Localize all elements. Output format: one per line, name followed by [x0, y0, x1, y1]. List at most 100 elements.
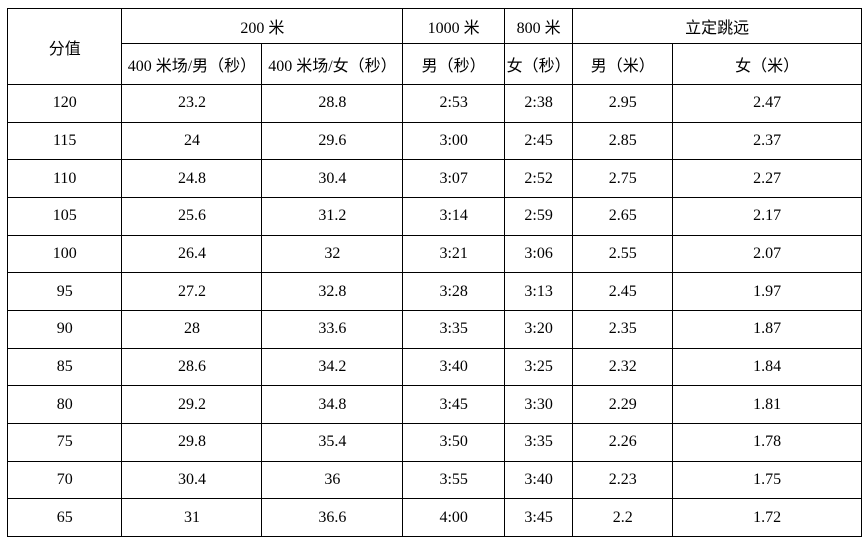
cell-200m-male: 26.4 [121, 234, 263, 274]
cell-200m-female: 32.8 [261, 272, 404, 311]
cell-200m-female: 33.6 [261, 309, 404, 349]
cell-jump-female: 2.47 [672, 84, 862, 123]
table-row: 70 30.4 36 3:55 3:40 2.23 1.75 [6, 460, 862, 500]
header-standing-jump: 立定跳远 [572, 8, 862, 44]
cell-jump-male: 2.32 [572, 347, 674, 387]
cell-1000m-male: 3:28 [402, 272, 505, 311]
cell-1000m-male: 3:50 [402, 422, 505, 462]
cell-1000m-male: 3:55 [402, 460, 505, 500]
cell-score: 110 [6, 159, 123, 198]
cell-1000m-male: 3:40 [402, 347, 505, 387]
cell-200m-female: 36.6 [261, 498, 404, 537]
table-row: 100 26.4 32 3:21 3:06 2.55 2.07 [6, 234, 862, 274]
table-row: 85 28.6 34.2 3:40 3:25 2.32 1.84 [6, 347, 862, 387]
cell-800m-female: 3:13 [503, 272, 574, 311]
cell-200m-male: 23.2 [121, 84, 263, 123]
cell-score: 80 [6, 385, 123, 424]
table-row: 75 29.8 35.4 3:50 3:35 2.26 1.78 [6, 422, 862, 462]
cell-200m-female: 28.8 [261, 84, 404, 123]
cell-jump-male: 2.95 [572, 84, 674, 123]
subheader-jump-male: 男（米） [572, 43, 674, 85]
table-row: 80 29.2 34.8 3:45 3:30 2.29 1.81 [6, 385, 862, 424]
cell-200m-male: 25.6 [121, 196, 263, 236]
cell-score: 85 [6, 347, 123, 387]
table-row: 110 24.8 30.4 3:07 2:52 2.75 2.27 [6, 159, 862, 198]
cell-1000m-male: 3:21 [402, 234, 505, 274]
cell-200m-male: 29.8 [121, 422, 263, 462]
cell-score: 105 [6, 196, 123, 236]
cell-score: 70 [6, 460, 123, 500]
cell-200m-male: 31 [121, 498, 263, 537]
cell-200m-female: 34.8 [261, 385, 404, 424]
cell-jump-male: 2.29 [572, 385, 674, 424]
cell-800m-female: 3:25 [503, 347, 574, 387]
table-row: 120 23.2 28.8 2:53 2:38 2.95 2.47 [6, 84, 862, 123]
cell-jump-female: 1.72 [672, 498, 862, 537]
cell-jump-female: 1.81 [672, 385, 862, 424]
cell-score: 120 [6, 84, 123, 123]
cell-jump-female: 1.87 [672, 309, 862, 349]
cell-score: 65 [6, 498, 123, 537]
cell-800m-female: 2:45 [503, 121, 574, 161]
table-row: 90 28 33.6 3:35 3:20 2.35 1.87 [6, 309, 862, 349]
cell-jump-female: 1.97 [672, 272, 862, 311]
cell-1000m-male: 3:07 [402, 159, 505, 198]
table-row: 95 27.2 32.8 3:28 3:13 2.45 1.97 [6, 272, 862, 311]
cell-jump-female: 2.27 [672, 159, 862, 198]
cell-jump-male: 2.2 [572, 498, 674, 537]
cell-200m-male: 28 [121, 309, 263, 349]
header-score: 分值 [6, 8, 123, 85]
subheader-1000m-male: 男（秒） [402, 43, 505, 85]
header-group-row: 分值 200 米 1000 米 800 米 立定跳远 [6, 8, 862, 85]
cell-800m-female: 2:52 [503, 159, 574, 198]
table-row: 115 24 29.6 3:00 2:45 2.85 2.37 [6, 121, 862, 161]
cell-200m-female: 32 [261, 234, 404, 274]
cell-800m-female: 3:40 [503, 460, 574, 500]
cell-1000m-male: 4:00 [402, 498, 505, 537]
cell-200m-female: 29.6 [261, 121, 404, 161]
cell-1000m-male: 2:53 [402, 84, 505, 123]
subheader-200m-female: 400 米场/女（秒） [261, 43, 404, 85]
cell-1000m-male: 3:00 [402, 121, 505, 161]
cell-score: 75 [6, 422, 123, 462]
fitness-score-table: 分值 200 米 1000 米 800 米 立定跳远 400 米场/男（秒） 4… [6, 8, 862, 537]
cell-jump-female: 1.75 [672, 460, 862, 500]
cell-jump-male: 2.45 [572, 272, 674, 311]
cell-jump-female: 1.78 [672, 422, 862, 462]
header-1000m: 1000 米 [402, 8, 505, 44]
cell-200m-female: 30.4 [261, 159, 404, 198]
cell-200m-female: 34.2 [261, 347, 404, 387]
cell-jump-male: 2.26 [572, 422, 674, 462]
cell-200m-female: 31.2 [261, 196, 404, 236]
cell-jump-female: 2.37 [672, 121, 862, 161]
cell-200m-female: 35.4 [261, 422, 404, 462]
cell-jump-male: 2.65 [572, 196, 674, 236]
cell-1000m-male: 3:35 [402, 309, 505, 349]
cell-score: 100 [6, 234, 123, 274]
cell-800m-female: 3:35 [503, 422, 574, 462]
header-200m: 200 米 [121, 8, 404, 44]
subheader-200m-male: 400 米场/男（秒） [121, 43, 263, 85]
cell-800m-female: 2:59 [503, 196, 574, 236]
cell-800m-female: 3:30 [503, 385, 574, 424]
cell-jump-male: 2.85 [572, 121, 674, 161]
cell-jump-female: 2.17 [672, 196, 862, 236]
cell-800m-female: 3:20 [503, 309, 574, 349]
cell-200m-female: 36 [261, 460, 404, 500]
cell-200m-male: 29.2 [121, 385, 263, 424]
header-sub-row: 400 米场/男（秒） 400 米场/女（秒） 男（秒） 女（秒） 男（米） 女… [8, 43, 862, 85]
cell-jump-male: 2.35 [572, 309, 674, 349]
table-row: 105 25.6 31.2 3:14 2:59 2.65 2.17 [6, 196, 862, 236]
header-800m: 800 米 [503, 8, 574, 44]
subheader-jump-female: 女（米） [672, 43, 862, 85]
cell-200m-male: 24.8 [121, 159, 263, 198]
table-row: 65 31 36.6 4:00 3:45 2.2 1.72 [6, 498, 862, 537]
cell-jump-female: 1.84 [672, 347, 862, 387]
cell-score: 95 [6, 272, 123, 311]
cell-score: 90 [6, 309, 123, 349]
cell-1000m-male: 3:14 [402, 196, 505, 236]
cell-200m-male: 28.6 [121, 347, 263, 387]
table-body: 120 23.2 28.8 2:53 2:38 2.95 2.47 115 24… [6, 84, 862, 537]
cell-jump-male: 2.23 [572, 460, 674, 500]
